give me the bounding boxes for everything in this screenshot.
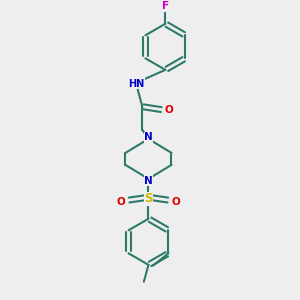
Text: S: S xyxy=(144,192,153,205)
Text: O: O xyxy=(116,197,125,207)
Text: F: F xyxy=(162,1,169,11)
Text: O: O xyxy=(165,105,173,115)
Text: N: N xyxy=(144,176,153,186)
Text: N: N xyxy=(144,132,153,142)
Text: HN: HN xyxy=(128,79,144,88)
Text: O: O xyxy=(172,197,181,207)
